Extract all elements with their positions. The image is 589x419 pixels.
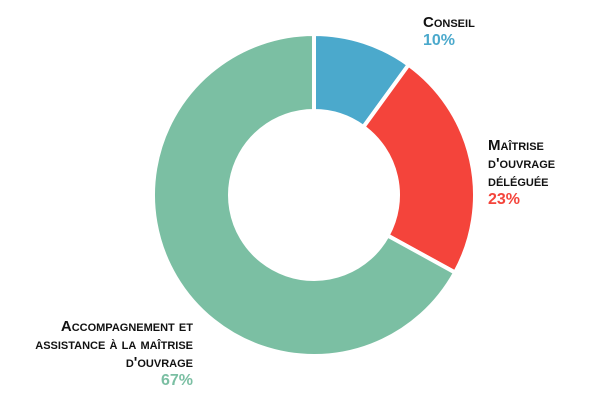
- slice-maitrise-ouvrage-deleguee: [361, 62, 477, 275]
- slice-percent: 10%: [423, 32, 456, 49]
- slice-label-conseil: Conseil 10%: [423, 14, 475, 50]
- slice-name: Conseil: [423, 14, 475, 31]
- slice-accompagnement: [151, 32, 458, 358]
- slice-percent: 67%: [160, 372, 193, 389]
- slice-name: Accompagnement et assistance à la maîtri…: [35, 318, 193, 371]
- slice-label-accompagnement: Accompagnement et assistance à la maîtri…: [0, 318, 193, 390]
- slice-name: Maîtrise d'ouvrage déléguée: [488, 137, 556, 190]
- slice-percent: 23%: [488, 191, 521, 208]
- slice-label-maitrise-ouvrage-deleguee: Maîtrise d'ouvrage déléguée 23%: [488, 137, 589, 209]
